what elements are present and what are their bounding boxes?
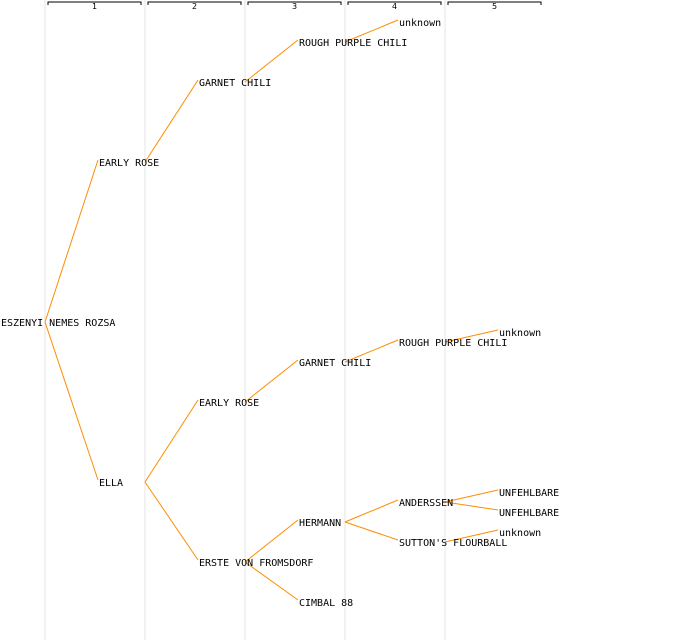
pedigree-edge — [144, 79, 199, 163]
generation-bracket — [147, 1, 242, 5]
pedigree-edge — [344, 19, 399, 43]
variety-label[interactable]: UNFEHLBARE — [499, 508, 559, 519]
variety-label[interactable]: EARLY ROSE — [199, 398, 259, 409]
pedigree-edge — [344, 339, 399, 363]
generation-label: 1 — [92, 2, 97, 11]
generation-label: 4 — [392, 2, 397, 11]
generation-bracket — [47, 1, 142, 5]
pedigree-edge — [44, 159, 99, 323]
pedigree-edge — [244, 39, 299, 83]
variety-label[interactable]: unknown — [499, 328, 541, 339]
pedigree-edge — [244, 561, 299, 601]
pedigree-edge — [244, 359, 299, 403]
pedigree-edge — [344, 521, 399, 541]
variety-label[interactable]: unknown — [499, 528, 541, 539]
pedigree-edge — [144, 481, 199, 561]
generation-label: 3 — [292, 2, 297, 11]
pedigree-edge — [244, 519, 299, 563]
generation-label: 5 — [492, 2, 497, 11]
variety-label[interactable]: unknown — [399, 18, 441, 29]
variety-label[interactable]: ERSTE VON FROMSDORF — [199, 558, 313, 569]
pedigree-edge — [144, 399, 199, 483]
variety-label[interactable]: SUTTON'S FLOURBALL — [399, 538, 507, 549]
variety-label[interactable]: GARNET CHILI — [199, 78, 271, 89]
variety-label[interactable]: CIMBAL 88 — [299, 598, 353, 609]
generation-bracket — [347, 1, 442, 5]
pedigree-edge — [444, 501, 499, 511]
pedigree-edge — [444, 529, 499, 543]
pedigree-edge — [44, 321, 99, 481]
variety-label[interactable]: HERMANN — [299, 518, 341, 529]
root-variety-label[interactable]: ESZENYI NEMES ROZSA — [1, 318, 115, 329]
variety-label[interactable]: GARNET CHILI — [299, 358, 371, 369]
pedigree-edge — [444, 489, 499, 503]
pedigree-edge — [444, 329, 499, 343]
generation-bracket — [447, 1, 542, 5]
variety-label[interactable]: ROUGH PURPLE CHILI — [399, 338, 507, 349]
variety-label[interactable]: EARLY ROSE — [99, 158, 159, 169]
variety-label[interactable]: ANDERSSEN — [399, 498, 453, 509]
variety-label[interactable]: ELLA — [99, 478, 123, 489]
variety-label[interactable]: ROUGH PURPLE CHILI — [299, 38, 407, 49]
generation-bracket — [247, 1, 342, 5]
generation-label: 2 — [192, 2, 197, 11]
variety-label[interactable]: UNFEHLBARE — [499, 488, 559, 499]
pedigree-edge — [344, 499, 399, 523]
